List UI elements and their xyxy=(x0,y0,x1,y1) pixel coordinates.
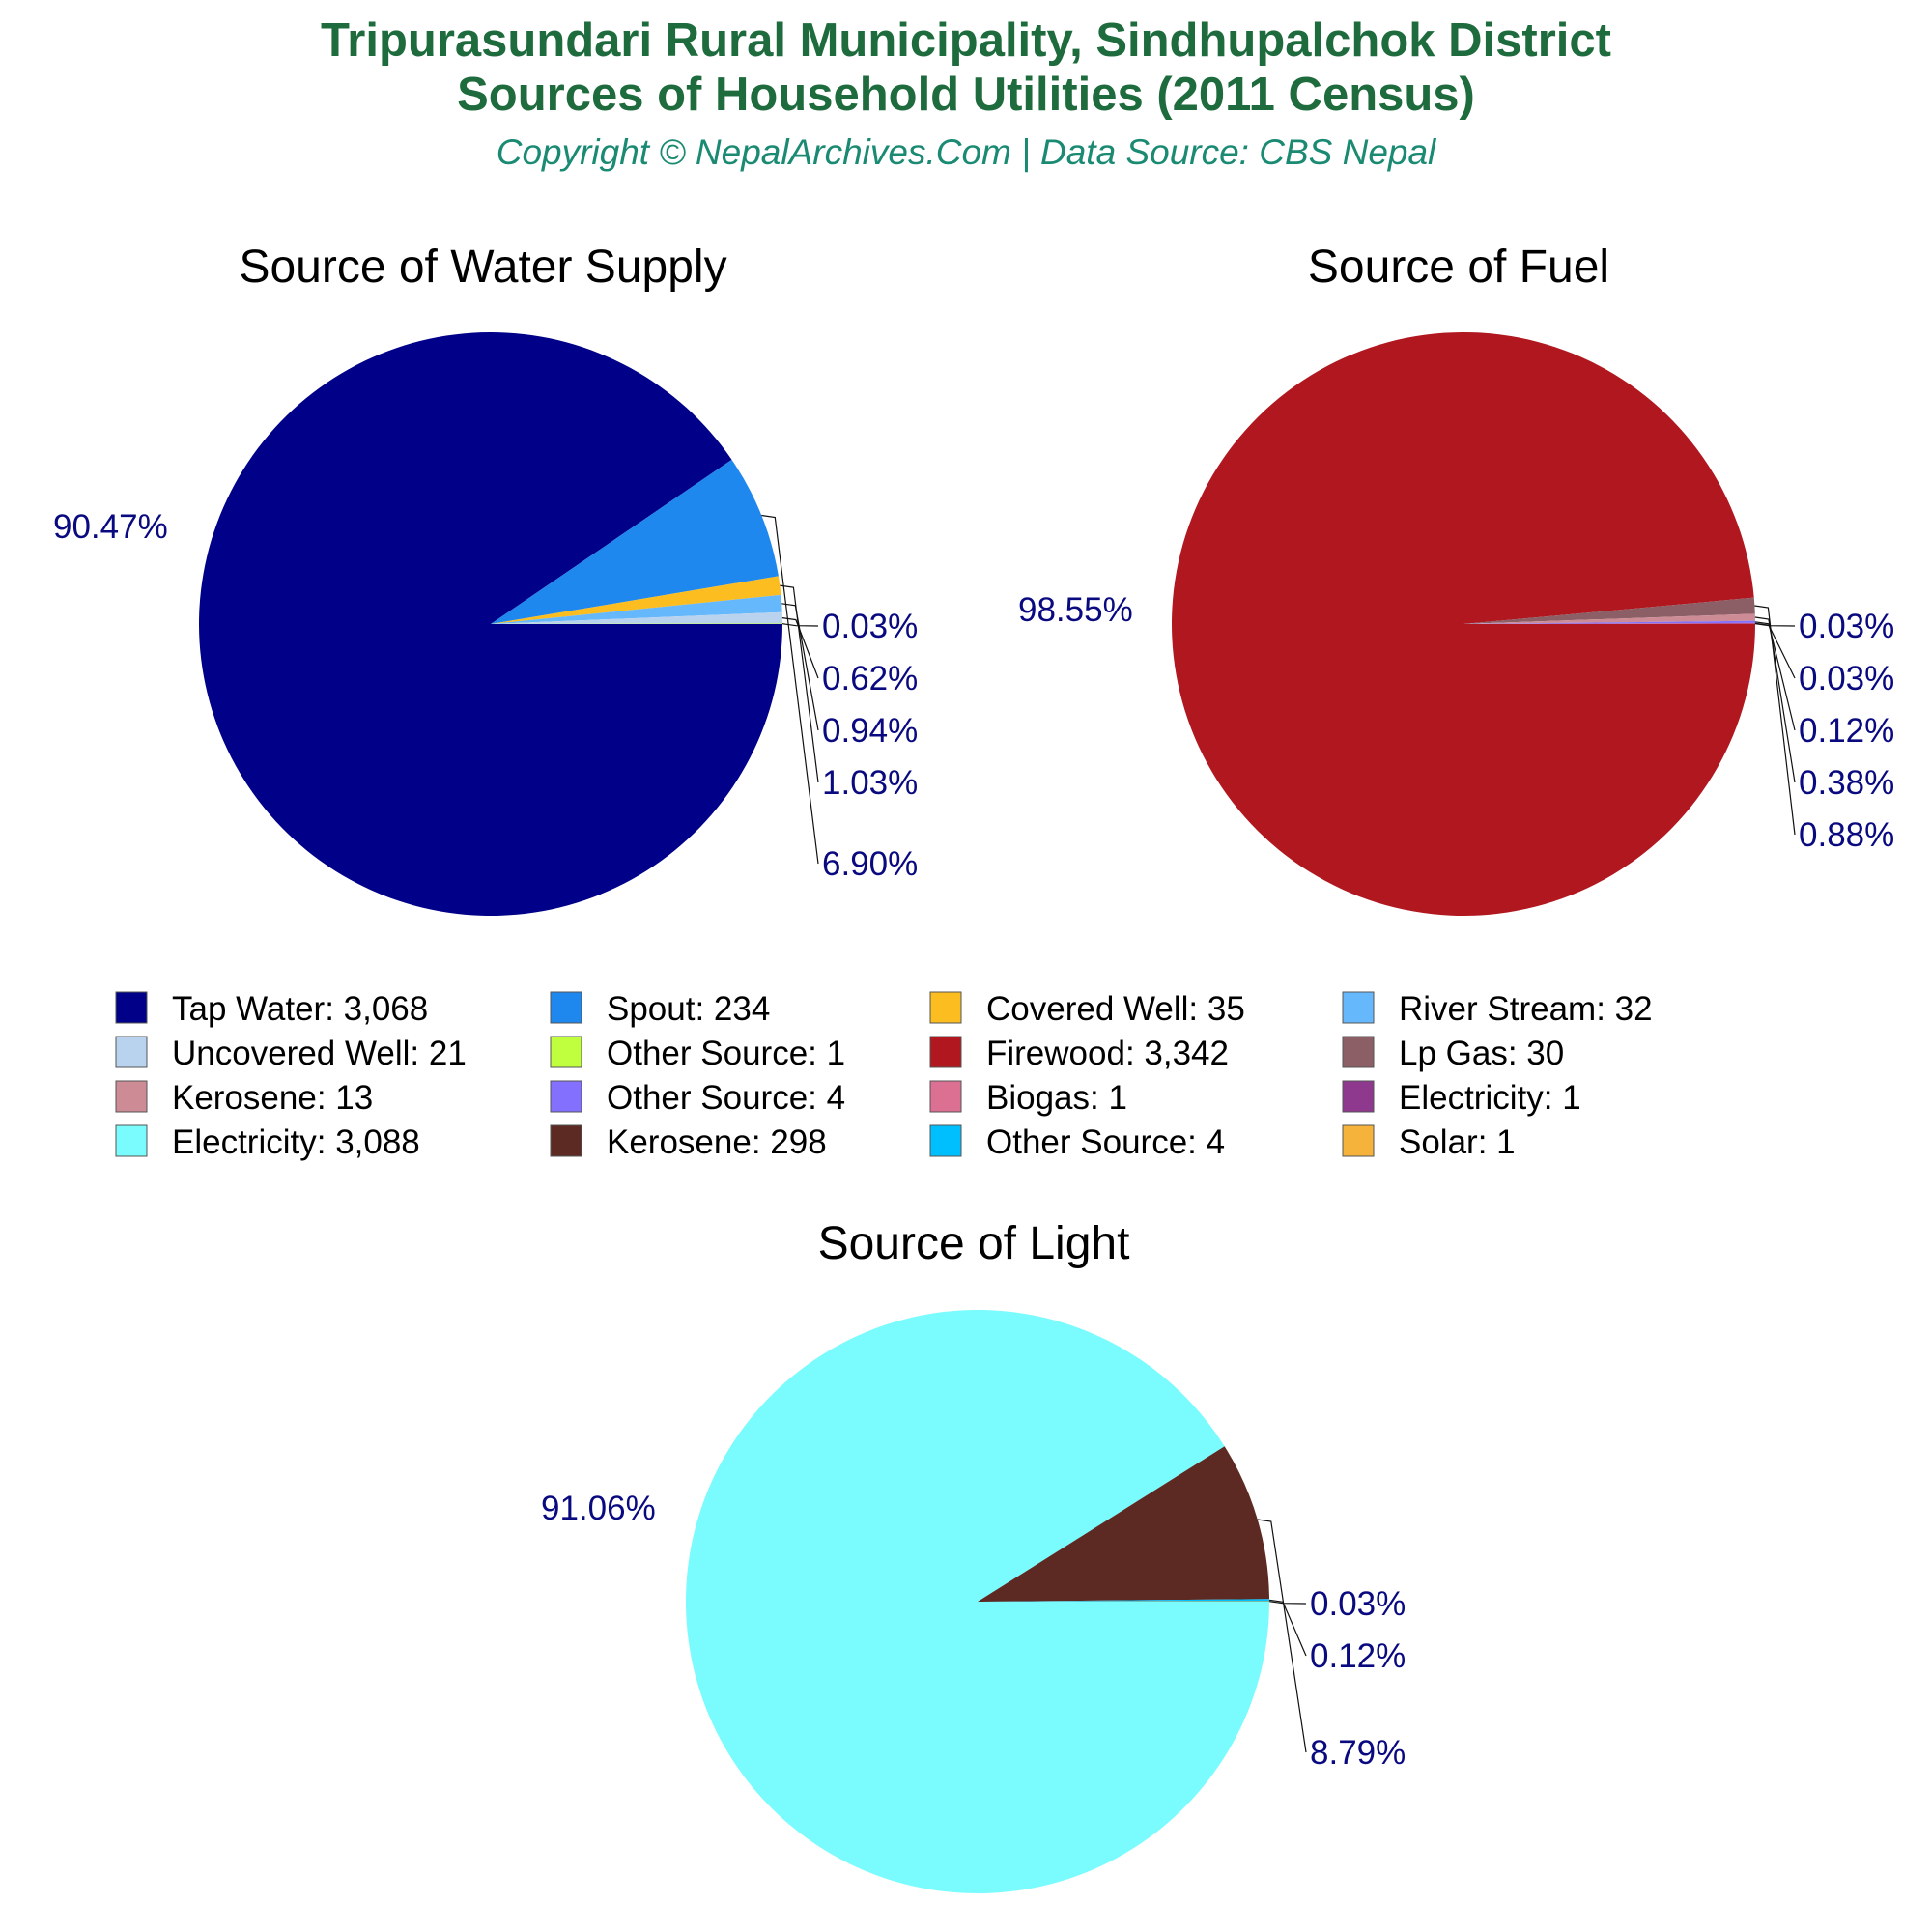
source-of-water-supply-leader-other-source xyxy=(781,623,819,627)
source-of-fuel-slice-electricity xyxy=(1463,623,1756,624)
source-of-water-supply-leader-covered-well xyxy=(780,584,819,783)
source-of-light-slice-kerosene xyxy=(978,1446,1269,1602)
copyright-subtitle: Copyright © NepalArchives.Com | Data Sou… xyxy=(496,132,1436,172)
legend-swatch-other-source-4 xyxy=(929,1124,962,1157)
legend-swatch-biogas-1 xyxy=(929,1080,962,1113)
legend-label-other-source-4: Other Source: 4 xyxy=(986,1123,1225,1161)
water-supply-slices: 90.47% 0.03% 0.62% 0.94% 1.03% 6.90% xyxy=(53,332,918,917)
legend-swatch-kerosene-13 xyxy=(115,1080,148,1113)
source-of-fuel-slice-other-source xyxy=(1463,620,1755,624)
legend-swatch-covered-well-35 xyxy=(929,991,962,1024)
source-of-fuel-slice-lp-gas xyxy=(1463,597,1755,624)
source-of-water-supply-label-spout: 6.90% xyxy=(822,845,918,883)
source-of-water-supply-leader-spout xyxy=(761,514,819,865)
legend-swatch-electricity-1 xyxy=(1342,1080,1375,1113)
fuel-pie: Source of Fuel 98.55% 0.03% 0.03% 0.12% 0.38… xyxy=(1018,242,1894,916)
legend-label-other-source-4: Other Source: 4 xyxy=(607,1079,845,1117)
source-of-fuel-label-kerosene: 0.38% xyxy=(1799,764,1894,802)
legend-swatch-lp-gas-30 xyxy=(1342,1036,1375,1068)
source-of-water-supply-slice-other-source xyxy=(491,623,783,624)
source-of-water-supply-slice-uncovered-well xyxy=(491,611,782,624)
source-of-water-supply-slice-spout xyxy=(491,459,779,624)
legend-swatch-river-stream-32 xyxy=(1342,991,1375,1024)
fuel-pie-title: Source of Fuel xyxy=(1308,242,1609,293)
legend-label-electricity-3-088: Electricity: 3,088 xyxy=(172,1123,420,1161)
source-of-water-supply-leader-uncovered-well xyxy=(781,617,819,679)
source-of-water-supply-slice-covered-well xyxy=(491,576,781,624)
light-pie-title: Source of Light xyxy=(818,1218,1130,1269)
source-of-light-leader-kerosene xyxy=(1257,1519,1307,1753)
legend-label-kerosene-298: Kerosene: 298 xyxy=(607,1123,827,1161)
legend-swatch-uncovered-well-21 xyxy=(115,1036,148,1068)
legend-label-kerosene-13: Kerosene: 13 xyxy=(172,1079,373,1117)
light-pie: Source of Light 91.06% 0.03% 0.12% 8.79% xyxy=(541,1218,1406,1894)
legend-swatch-spout-234 xyxy=(550,991,582,1024)
legend-label-solar-1: Solar: 1 xyxy=(1399,1123,1516,1161)
legend-swatch-tap-water-3-068 xyxy=(115,991,148,1024)
source-of-fuel-label-biogas: 0.03% xyxy=(1799,660,1894,697)
legend-label-electricity-1: Electricity: 1 xyxy=(1399,1079,1581,1117)
source-of-water-supply-label-tap-water: 90.47% xyxy=(53,508,168,546)
legend: Tap Water: 3,068 Spout: 234 Covered Well: … xyxy=(115,990,1653,1161)
source-of-fuel-label-electricity: 0.03% xyxy=(1799,608,1894,645)
source-of-light-label-solar: 0.03% xyxy=(1310,1585,1406,1623)
source-of-fuel-slice-firewood xyxy=(1172,331,1755,916)
chart-title-line-1: Tripurasundari Rural Municipality, Sindh… xyxy=(321,14,1611,67)
legend-label-firewood-3-342: Firewood: 3,342 xyxy=(986,1035,1229,1072)
legend-label-lp-gas-30: Lp Gas: 30 xyxy=(1399,1035,1564,1072)
source-of-water-supply-label-covered-well: 1.03% xyxy=(822,764,918,802)
source-of-light-label-other-source: 0.12% xyxy=(1310,1637,1406,1675)
source-of-light-slice-solar xyxy=(978,1601,1270,1602)
legend-label-other-source-1: Other Source: 1 xyxy=(607,1035,845,1072)
source-of-fuel-leader-kerosene xyxy=(1754,616,1796,783)
source-of-fuel-leader-other-source xyxy=(1754,621,1796,731)
source-of-water-supply-label-uncovered-well: 0.62% xyxy=(822,660,918,697)
legend-swatch-kerosene-298 xyxy=(550,1124,582,1157)
legend-swatch-firewood-3-342 xyxy=(929,1036,962,1068)
source-of-water-supply-slice-tap-water xyxy=(199,332,782,917)
source-of-fuel-leader-lp-gas xyxy=(1754,605,1796,836)
source-of-water-supply-label-river-stream: 0.94% xyxy=(822,712,918,750)
legend-swatch-electricity-3-088 xyxy=(115,1124,148,1157)
source-of-light-slice-electricity xyxy=(686,1310,1269,1894)
legend-label-river-stream-32: River Stream: 32 xyxy=(1399,990,1653,1028)
water-supply-pie: Source of Water Supply 90.47% 0.03% 0.62% 0… xyxy=(53,242,918,917)
source-of-water-supply-label-other-source: 0.03% xyxy=(822,608,918,645)
legend-label-covered-well-35: Covered Well: 35 xyxy=(986,990,1245,1028)
source-of-water-supply-leader-river-stream xyxy=(781,603,819,731)
legend-label-uncovered-well-21: Uncovered Well: 21 xyxy=(172,1035,467,1072)
source-of-light-leader-solar xyxy=(1268,1601,1307,1605)
chart-title: Tripurasundari Rural Municipality, Sindh… xyxy=(0,14,1932,122)
source-of-fuel-label-lp-gas: 0.88% xyxy=(1799,816,1894,854)
source-of-light-label-electricity: 91.06% xyxy=(541,1490,656,1527)
source-of-water-supply-slice-river-stream xyxy=(491,594,782,624)
legend-swatch-solar-1 xyxy=(1342,1124,1375,1157)
legend-label-tap-water-3-068: Tap Water: 3,068 xyxy=(172,990,428,1028)
source-of-light-label-kerosene: 8.79% xyxy=(1310,1734,1406,1772)
source-of-fuel-label-other-source: 0.12% xyxy=(1799,712,1894,750)
light-slices: 91.06% 0.03% 0.12% 8.79% xyxy=(541,1310,1406,1894)
fuel-slices: 98.55% 0.03% 0.03% 0.12% 0.38% 0.88% xyxy=(1018,331,1894,916)
source-of-light-slice-other-source xyxy=(978,1599,1269,1602)
legend-label-biogas-1: Biogas: 1 xyxy=(986,1079,1127,1117)
source-of-fuel-slice-biogas xyxy=(1463,622,1756,624)
source-of-fuel-slice-kerosene xyxy=(1463,613,1755,624)
legend-swatch-other-source-1 xyxy=(550,1036,582,1068)
source-of-fuel-label-firewood: 98.55% xyxy=(1018,591,1133,629)
legend-swatch-other-source-4 xyxy=(550,1080,582,1113)
chart-title-line-2: Sources of Household Utilities (2011 Cen… xyxy=(457,69,1475,121)
legend-label-spout-234: Spout: 234 xyxy=(607,990,770,1028)
water-supply-pie-title: Source of Water Supply xyxy=(239,242,726,293)
